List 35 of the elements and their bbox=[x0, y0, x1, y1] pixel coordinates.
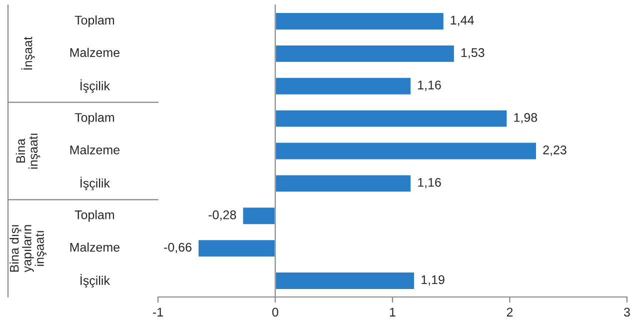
bar bbox=[274, 174, 412, 194]
y-tick-label: İşçilik bbox=[80, 274, 110, 288]
y-tick-label: İşçilik bbox=[80, 176, 110, 190]
bar bbox=[274, 141, 538, 161]
x-tick-label: 2 bbox=[506, 308, 513, 316]
data-label: -0,28 bbox=[208, 210, 236, 221]
data-label: 1,98 bbox=[514, 113, 538, 124]
y-tick-label: Toplam bbox=[74, 112, 114, 124]
x-tick-label: -1 bbox=[153, 308, 163, 316]
data-label: -0,66 bbox=[164, 242, 192, 254]
y-tick-label: Toplam bbox=[74, 210, 114, 222]
x-tick-label: 1 bbox=[390, 308, 396, 316]
data-label: 1,44 bbox=[450, 16, 474, 26]
x-tick-label: 0 bbox=[272, 308, 278, 317]
bar bbox=[242, 206, 276, 226]
data-label: 1,16 bbox=[418, 80, 441, 91]
bar bbox=[274, 12, 445, 31]
data-label: 1,19 bbox=[422, 275, 444, 286]
data-label: 2,23 bbox=[543, 146, 566, 156]
bar bbox=[197, 238, 276, 258]
bar bbox=[274, 44, 456, 64]
data-label: 1,53 bbox=[461, 48, 484, 58]
data-label: 1,16 bbox=[418, 178, 441, 188]
bar bbox=[274, 108, 508, 128]
bar bbox=[274, 76, 412, 96]
text: Bina dışı yapıların inşaatı bbox=[10, 225, 46, 272]
y-tick-label: Malzeme bbox=[70, 242, 120, 252]
bar bbox=[274, 271, 416, 290]
y-tick-label: Malzeme bbox=[70, 145, 120, 154]
text: Bina inşaatı bbox=[16, 134, 40, 169]
x-tick-label: 3 bbox=[624, 308, 630, 317]
text: İnşaat bbox=[21, 36, 35, 70]
y-tick-label: Toplam bbox=[74, 15, 114, 28]
y-tick-label: Malzeme bbox=[70, 48, 120, 58]
y-tick-label: İşçilik bbox=[80, 79, 110, 93]
